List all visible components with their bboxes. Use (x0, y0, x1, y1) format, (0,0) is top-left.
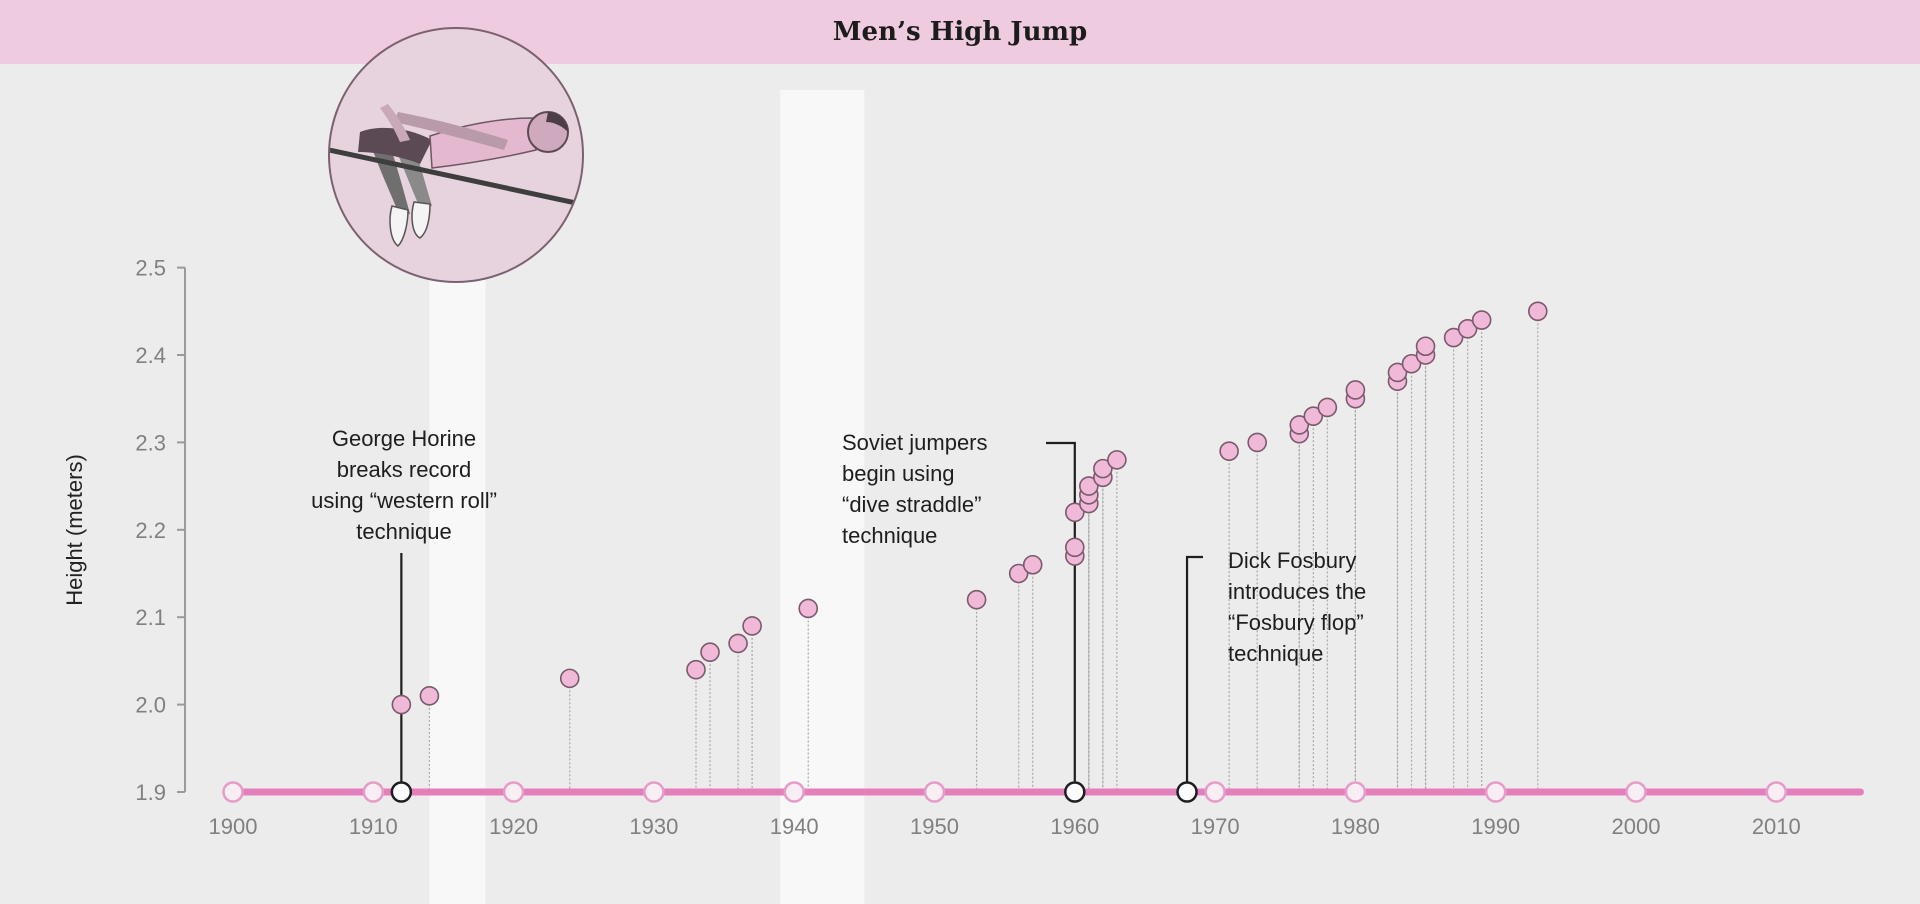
leader-1960 (1046, 441, 1076, 792)
data-point-9 (1008, 563, 1029, 584)
timeline-marker-1920 (502, 781, 525, 803)
data-point-23 (1289, 415, 1310, 435)
event-leaders (400, 441, 1203, 792)
x-tick-label-1950: 1950 (910, 814, 959, 839)
x-tick-label-1960: 1960 (1050, 814, 1099, 839)
data-point-25 (1317, 397, 1338, 418)
data-point-36 (1527, 301, 1548, 322)
data-point-10 (1022, 554, 1043, 575)
data-point-8 (966, 589, 987, 610)
data-point-27 (1345, 380, 1366, 400)
data-point-33 (1443, 327, 1464, 348)
data-point-30 (1401, 353, 1422, 374)
annotation-1912-line-3: technique (356, 519, 451, 544)
data-point-3 (686, 659, 706, 680)
event-marker-1912 (390, 781, 413, 803)
x-tick-label-1980: 1980 (1331, 814, 1380, 839)
data-point-12 (1065, 537, 1085, 558)
annotation-1968-line-3: technique (1228, 641, 1323, 666)
x-tick-label-1940: 1940 (770, 814, 819, 839)
timeline-marker-1970 (1204, 781, 1226, 803)
annotation-1960-line-3: technique (842, 523, 937, 548)
y-tick-label-2.4: 2.4 (135, 343, 166, 368)
timeline-marker-2000 (1625, 781, 1647, 803)
y-tick-label-2.1: 2.1 (135, 605, 166, 630)
timeline-markers (222, 781, 1788, 803)
leader-1968 (1185, 555, 1203, 792)
annotation-1968: Dick Fosbury introduces the “Fosbury flop”… (1228, 548, 1366, 666)
data-point-16 (1079, 476, 1099, 496)
y-tick-label-1.9: 1.9 (135, 780, 166, 805)
point-stems (400, 311, 1539, 792)
y-tick-label-2.3: 2.3 (135, 430, 166, 455)
data-point-2 (559, 668, 580, 689)
data-point-0 (391, 694, 412, 715)
record-points (391, 301, 1548, 715)
x-axis: 1900 1910 1920 1930 1940 1950 1960 1970 1980 1990… (209, 814, 1801, 839)
timeline-marker-1910 (362, 781, 385, 803)
x-tick-label-2000: 2000 (1612, 814, 1661, 839)
annotation-1960-line-0: Soviet jumpers (842, 430, 988, 455)
timeline-marker-1900 (222, 781, 244, 803)
timeline-marker-1980 (1344, 781, 1367, 803)
x-tick-label-1910: 1910 (349, 814, 398, 839)
x-tick-label-1970: 1970 (1191, 814, 1240, 839)
annotation-1960-line-2: “dive straddle” (842, 492, 981, 517)
data-point-13 (1065, 502, 1085, 523)
annotation-1960-line-1: begin using (842, 461, 955, 486)
annotation-1968-line-2: “Fosbury flop” (1228, 610, 1364, 635)
data-point-24 (1303, 406, 1324, 426)
data-point-29 (1387, 362, 1408, 383)
timeline-marker-1930 (643, 781, 665, 803)
event-marker-1960 (1064, 781, 1086, 803)
data-point-4 (700, 642, 720, 662)
data-point-7 (798, 598, 819, 619)
annotation-1912-line-2: using “western roll” (311, 488, 497, 513)
x-tick-label-1900: 1900 (209, 814, 258, 839)
data-point-1 (419, 686, 440, 706)
x-tick-label-1990: 1990 (1471, 814, 1520, 839)
data-point-5 (728, 633, 748, 654)
x-tick-label-1920: 1920 (489, 814, 538, 839)
data-point-6 (742, 616, 762, 636)
y-tick-label-2.2: 2.2 (135, 518, 166, 543)
data-point-21 (1247, 432, 1267, 453)
timeline-marker-2010 (1765, 781, 1788, 803)
title-banner (0, 0, 1920, 64)
high-jumper-icon (328, 27, 584, 283)
annotation-1968-line-1: introduces the (1228, 579, 1366, 604)
annotations: George Horine breaks record using “western… (311, 426, 1366, 666)
y-tick-label-2.5: 2.5 (135, 256, 166, 281)
data-point-19 (1107, 450, 1127, 470)
x-tick-label-2010: 2010 (1752, 814, 1801, 839)
data-point-20 (1219, 441, 1239, 461)
data-point-35 (1471, 310, 1492, 330)
data-point-32 (1415, 336, 1436, 357)
chart-title: Men’s High Jump (832, 17, 1088, 47)
data-point-34 (1457, 318, 1478, 339)
y-axis: 1.9 2.0 2.1 2.2 2.3 2.4 2.5 (135, 256, 186, 805)
y-axis-title: Height (meters) (62, 454, 87, 606)
highlight-band-1 (780, 90, 865, 904)
annotation-1912: George Horine breaks record using “western… (311, 426, 497, 544)
annotation-1912-line-0: George Horine (332, 426, 476, 451)
annotation-1968-line-0: Dick Fosbury (1228, 548, 1356, 573)
timeline-marker-1950 (923, 781, 946, 803)
y-tick-label-2.0: 2.0 (135, 693, 166, 718)
timeline-marker-1990 (1484, 781, 1507, 803)
data-point-18 (1093, 458, 1113, 479)
event-marker-1968 (1176, 781, 1198, 803)
x-tick-label-1930: 1930 (629, 814, 678, 839)
annotation-1912-line-1: breaks record (337, 457, 472, 482)
timeline-marker-1940 (783, 781, 805, 803)
annotation-1960: Soviet jumpers begin using “dive straddle”… (842, 430, 988, 548)
